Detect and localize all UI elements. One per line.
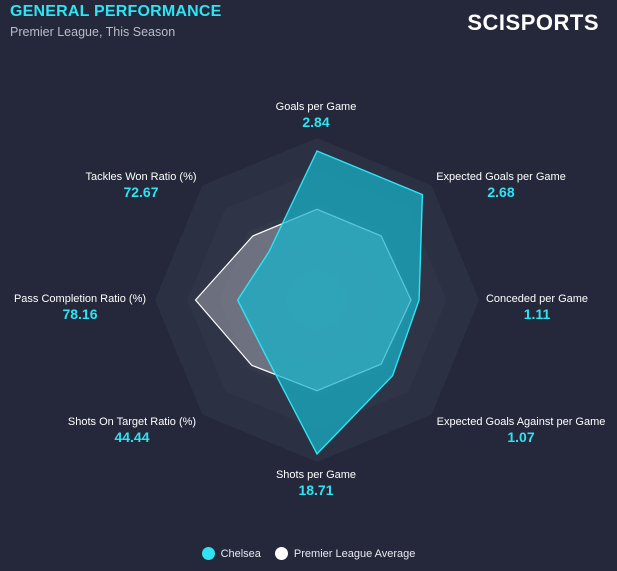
legend-item-league-average[interactable]: Premier League Average bbox=[274, 547, 416, 560]
axis-value-shots-per-game: 18.71 bbox=[298, 482, 333, 498]
chart-subtitle: Premier League, This Season bbox=[10, 25, 176, 39]
axis-label-expected-goals-per-game: Expected Goals per Game bbox=[436, 171, 566, 183]
axis-label-pass-completion-ratio: Pass Completion Ratio (%) bbox=[14, 293, 146, 305]
legend: Chelsea Premier League Average bbox=[0, 547, 617, 560]
legend-label-chelsea: Chelsea bbox=[220, 547, 261, 560]
axis-label-expected-goals-against-per-game: Expected Goals Against per Game bbox=[437, 416, 606, 428]
axis-value-expected-goals-against-per-game: 1.07 bbox=[507, 429, 534, 445]
axis-value-conceded-per-game: 1.11 bbox=[524, 306, 551, 322]
legend-item-chelsea[interactable]: Chelsea bbox=[201, 547, 261, 560]
legend-label-league-average: Premier League Average bbox=[293, 547, 416, 560]
axis-label-shots-per-game: Shots per Game bbox=[276, 469, 356, 481]
axis-value-tackles-won-ratio: 72.67 bbox=[123, 184, 158, 200]
axis-value-goals-per-game: 2.84 bbox=[302, 114, 329, 130]
axis-value-pass-completion-ratio: 78.16 bbox=[62, 306, 97, 322]
chart-title: GENERAL PERFORMANCE bbox=[10, 3, 222, 20]
series-chelsea bbox=[236, 150, 424, 456]
legend-swatch-league-average bbox=[274, 547, 288, 560]
axis-label-goals-per-game: Goals per Game bbox=[276, 101, 357, 113]
axis-label-tackles-won-ratio: Tackles Won Ratio (%) bbox=[85, 171, 196, 183]
axis-label-conceded-per-game: Conceded per Game bbox=[486, 293, 588, 305]
axis-value-expected-goals-per-game: 2.68 bbox=[487, 184, 514, 200]
scisports-logo: SCISPORTS bbox=[467, 10, 599, 35]
axis-value-shots-on-target-ratio: 44.44 bbox=[114, 429, 149, 445]
legend-swatch-chelsea bbox=[201, 547, 215, 560]
radar-series bbox=[194, 150, 424, 456]
axis-label-shots-on-target-ratio: Shots On Target Ratio (%) bbox=[68, 416, 196, 428]
